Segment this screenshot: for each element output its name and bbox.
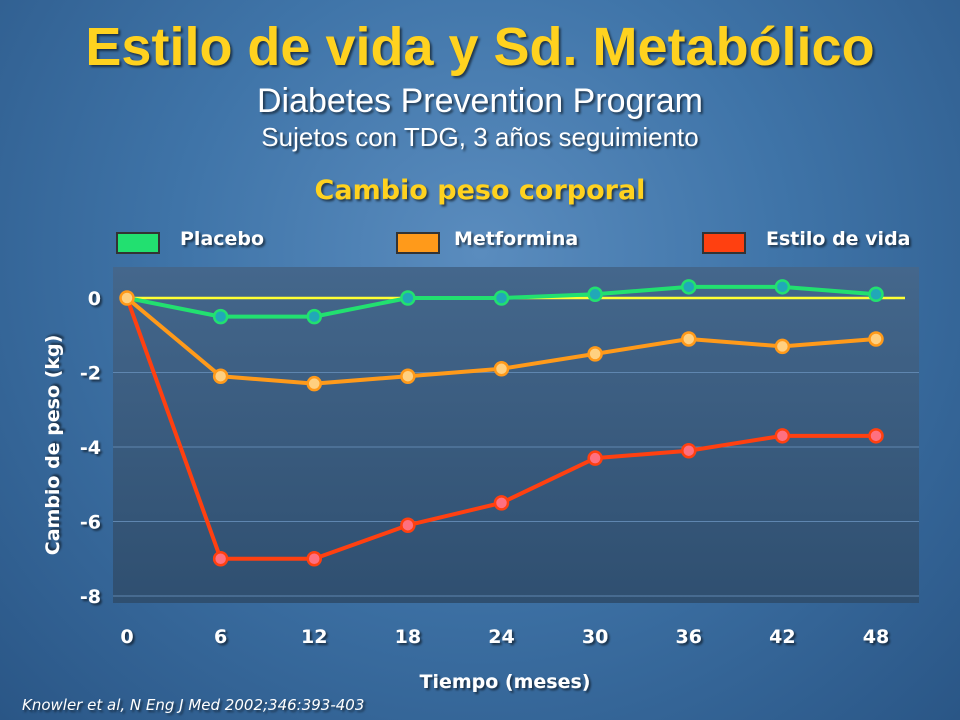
data-point-metformina (212, 368, 229, 384)
data-point-placebo (681, 279, 697, 295)
data-point-estilo-de-vida (400, 517, 416, 533)
x-tick-label: 12 (301, 626, 327, 648)
y-tick-label: 0 (88, 288, 101, 310)
citation: Knowler et al, N Eng J Med 2002;346:393-… (22, 696, 365, 714)
y-tick-layer: 0 -2 -4 -6 -8 (80, 288, 101, 608)
grid-layer (113, 372, 919, 597)
data-point-metformina (493, 361, 510, 377)
y-tick-label: -4 (80, 437, 101, 459)
data-point-estilo-de-vida (774, 428, 791, 444)
data-point-placebo (493, 290, 510, 306)
x-tick-layer: 0 6 12 18 24 30 36 42 48 (120, 626, 889, 648)
x-tick-label: 6 (214, 626, 227, 648)
data-point-placebo (774, 279, 791, 295)
chart-title: Cambio peso corporal (314, 175, 646, 206)
legend-label-placebo: Placebo (180, 228, 265, 250)
y-axis-title: Cambio de peso (kg) (42, 335, 64, 556)
data-point-origin (119, 290, 135, 306)
y-tick-label: -8 (80, 586, 101, 608)
x-tick-label: 0 (120, 626, 133, 648)
x-tick-label: 36 (676, 626, 702, 648)
x-tick-label: 48 (863, 626, 889, 648)
slide-subtitle: Diabetes Prevention Program (256, 82, 703, 120)
legend-swatch-metformina (396, 232, 440, 254)
slide-title: Estilo de vida y Sd. Metabólico (85, 17, 875, 77)
data-point-placebo (306, 308, 322, 325)
legend-label-metformina: Metformina (454, 228, 579, 250)
data-point-placebo (212, 308, 229, 325)
x-tick-label: 24 (488, 626, 514, 648)
data-point-placebo (400, 290, 416, 306)
slide-subtitle-secondary: Sujetos con TDG, 3 años seguimiento (261, 122, 699, 152)
data-point-metformina (400, 368, 416, 384)
y-tick-label: -6 (80, 512, 101, 534)
x-tick-label: 42 (769, 626, 795, 648)
marker-layer (119, 279, 884, 567)
data-point-metformina (306, 375, 322, 392)
legend-swatch-placebo (116, 232, 160, 254)
data-point-metformina (681, 331, 697, 347)
data-point-metformina (587, 346, 603, 362)
data-point-estilo-de-vida (212, 551, 229, 567)
x-tick-label: 18 (395, 626, 421, 648)
legend-swatch-estilo-de-vida (702, 232, 746, 254)
data-point-estilo-de-vida (306, 551, 322, 567)
data-point-metformina (774, 338, 791, 355)
x-axis-title: Tiempo (meses) (420, 671, 591, 693)
data-point-estilo-de-vida (587, 450, 603, 466)
x-tick-label: 30 (582, 626, 608, 648)
data-point-estilo-de-vida (681, 442, 697, 459)
data-point-metformina (868, 331, 884, 347)
data-point-estilo-de-vida (868, 428, 884, 444)
data-point-placebo (868, 286, 884, 303)
data-point-estilo-de-vida (493, 495, 510, 511)
y-tick-label: -2 (80, 363, 101, 385)
data-point-placebo (587, 286, 603, 303)
legend-label-estilo-de-vida: Estilo de vida (766, 228, 911, 250)
